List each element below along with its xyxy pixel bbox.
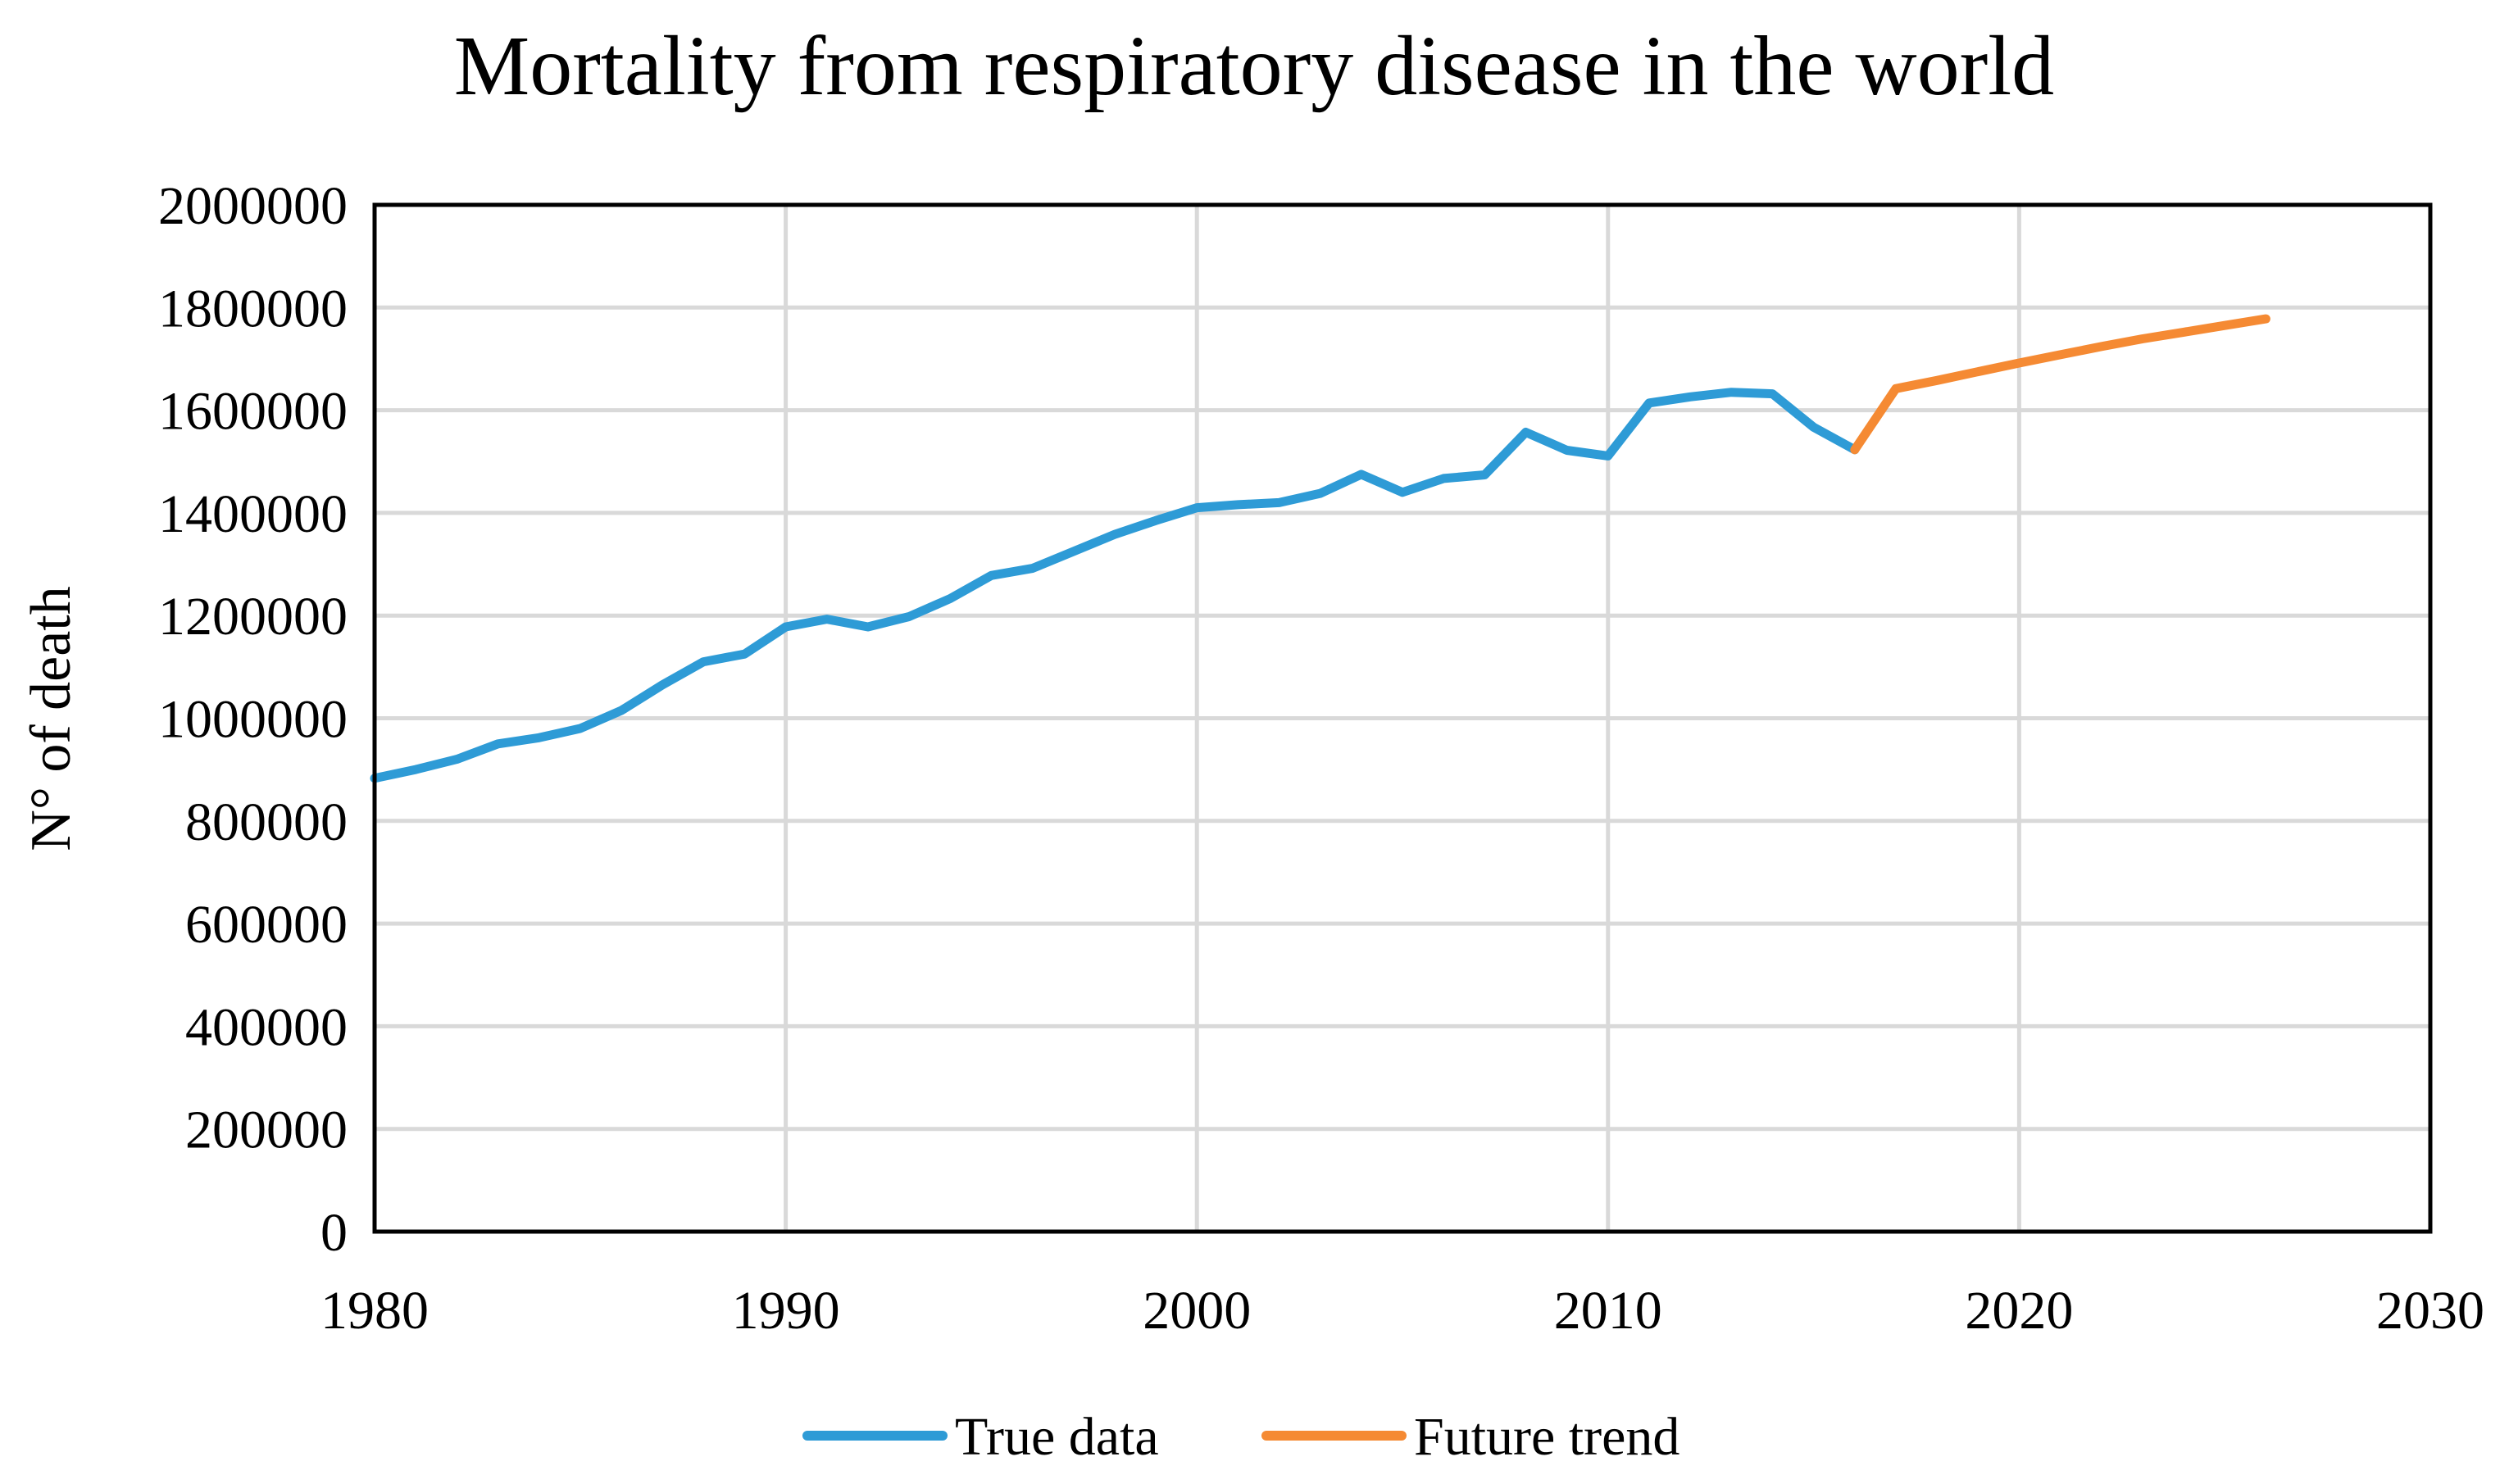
x-tick-label: 2030 bbox=[2376, 1281, 2484, 1341]
data-point-true-data bbox=[1483, 474, 1486, 477]
data-point-true-data bbox=[866, 625, 870, 629]
data-point-future-trend bbox=[2100, 345, 2103, 348]
chart-title: Mortality from respiratory disease in th… bbox=[454, 19, 2054, 113]
data-point-true-data bbox=[1648, 402, 1651, 405]
x-axis-tick-labels: 1980 1990 2000 2010 2020 2030 bbox=[320, 1281, 2484, 1341]
data-point-future-trend bbox=[1976, 370, 1979, 374]
y-axis-tick-labels: 0 200000 400000 600000 800000 1000000 1200000 1… bbox=[158, 176, 348, 1263]
data-point-future-trend bbox=[1894, 387, 1898, 390]
series-line-future-trend bbox=[1850, 314, 2270, 455]
x-tick-label: 2020 bbox=[1965, 1281, 2073, 1341]
y-tick-label: 1400000 bbox=[158, 484, 348, 544]
data-point-true-data bbox=[1401, 491, 1404, 494]
data-point-true-data bbox=[1607, 454, 1610, 457]
data-point-true-data bbox=[1442, 477, 1445, 480]
data-point-true-data bbox=[1729, 391, 1733, 394]
y-tick-label: 1600000 bbox=[158, 382, 348, 442]
y-axis-title: N° of death bbox=[20, 586, 83, 851]
data-point-true-data bbox=[538, 736, 541, 739]
data-point-true-data bbox=[1195, 506, 1198, 510]
data-point-true-data bbox=[784, 625, 788, 629]
legend: True data Future trend bbox=[802, 1407, 1679, 1467]
y-tick-label: 600000 bbox=[185, 895, 348, 955]
legend-label-future-trend: Future trend bbox=[1414, 1407, 1679, 1467]
series-line-true-data bbox=[370, 388, 1860, 783]
y-tick-label: 1800000 bbox=[158, 279, 348, 338]
data-point-future-trend bbox=[2264, 317, 2267, 320]
data-point-future-trend bbox=[2017, 361, 2020, 365]
y-tick-label: 200000 bbox=[185, 1101, 348, 1160]
data-point-true-data bbox=[702, 660, 705, 664]
x-tick-label: 1980 bbox=[320, 1281, 429, 1341]
y-tick-label: 400000 bbox=[185, 997, 348, 1057]
data-point-true-data bbox=[1113, 533, 1116, 536]
x-tick-label: 2000 bbox=[1143, 1281, 1251, 1341]
data-point-future-trend bbox=[2141, 338, 2144, 341]
x-tick-label: 2010 bbox=[1554, 1281, 1662, 1341]
data-point-true-data bbox=[1236, 503, 1239, 506]
series-lines bbox=[370, 314, 2270, 783]
data-point-true-data bbox=[1072, 550, 1075, 553]
data-point-true-data bbox=[1812, 425, 1816, 429]
data-point-true-data bbox=[496, 742, 499, 746]
data-point-true-data bbox=[1031, 567, 1034, 570]
data-point-future-trend bbox=[2059, 353, 2062, 356]
data-point-true-data bbox=[661, 683, 664, 687]
data-point-future-trend bbox=[2182, 330, 2185, 334]
data-point-true-data bbox=[579, 727, 582, 730]
y-tick-label: 2000000 bbox=[158, 176, 348, 236]
data-point-future-trend bbox=[1935, 379, 1939, 382]
legend-label-true-data: True data bbox=[955, 1407, 1159, 1467]
gridlines bbox=[375, 205, 2430, 1232]
y-tick-label: 1200000 bbox=[158, 587, 348, 647]
data-point-true-data bbox=[1360, 473, 1363, 476]
data-point-true-data bbox=[620, 709, 623, 712]
data-point-true-data bbox=[1154, 519, 1157, 522]
plot-area-frame bbox=[372, 202, 2433, 1234]
data-point-future-trend bbox=[1853, 448, 1857, 452]
y-tick-label: 1000000 bbox=[158, 690, 348, 750]
data-point-true-data bbox=[907, 615, 911, 618]
data-point-true-data bbox=[455, 758, 458, 761]
data-point-true-data bbox=[989, 574, 993, 577]
data-point-true-data bbox=[1319, 492, 1322, 495]
data-point-true-data bbox=[825, 618, 829, 621]
x-tick-label: 1990 bbox=[732, 1281, 840, 1341]
data-point-true-data bbox=[414, 768, 417, 771]
y-tick-label: 800000 bbox=[185, 792, 348, 852]
data-point-true-data bbox=[1524, 431, 1527, 434]
data-point-true-data bbox=[1689, 395, 1692, 398]
y-tick-label: 0 bbox=[320, 1203, 348, 1263]
data-point-true-data bbox=[1770, 393, 1774, 396]
data-point-future-trend bbox=[2223, 324, 2226, 327]
data-point-true-data bbox=[1566, 448, 1569, 452]
data-point-true-data bbox=[743, 652, 746, 656]
data-point-true-data bbox=[1278, 501, 1281, 504]
data-point-true-data bbox=[948, 597, 952, 601]
